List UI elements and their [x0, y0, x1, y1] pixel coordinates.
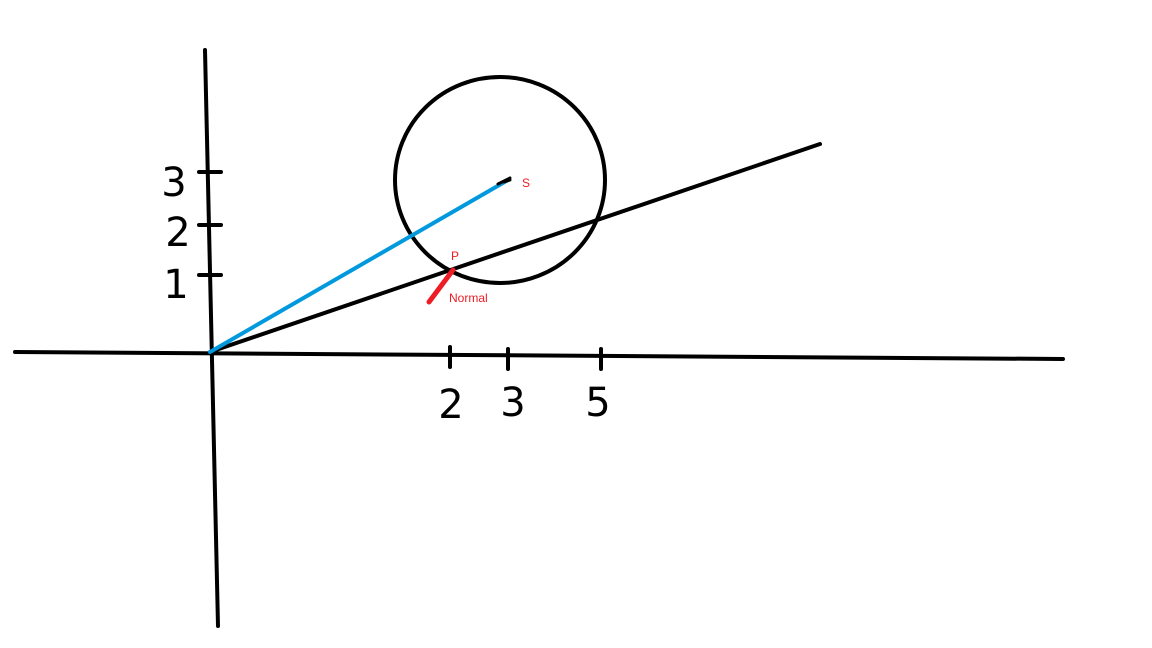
center-label: S: [522, 176, 530, 190]
vector-to-center: [208, 178, 510, 354]
y-tick-label-3: 3: [161, 160, 186, 206]
normal-segment: [426, 267, 456, 305]
x-tick-label-2: 2: [438, 382, 463, 428]
circle: [393, 75, 607, 285]
y-tick-marks: [197, 170, 223, 277]
x-tick-marks: [448, 345, 603, 371]
x-axis: [13, 350, 1065, 361]
point-label: P: [451, 249, 459, 263]
center-marker: [496, 176, 512, 186]
y-tick-label-1: 1: [163, 262, 188, 308]
normal-label: Normal: [449, 291, 488, 305]
y-tick-label-2: 2: [165, 210, 190, 256]
x-tick-label-5: 5: [585, 380, 610, 426]
y-axis: [203, 48, 220, 628]
tangent-line: [208, 142, 822, 354]
x-tick-label-3: 3: [500, 380, 525, 426]
